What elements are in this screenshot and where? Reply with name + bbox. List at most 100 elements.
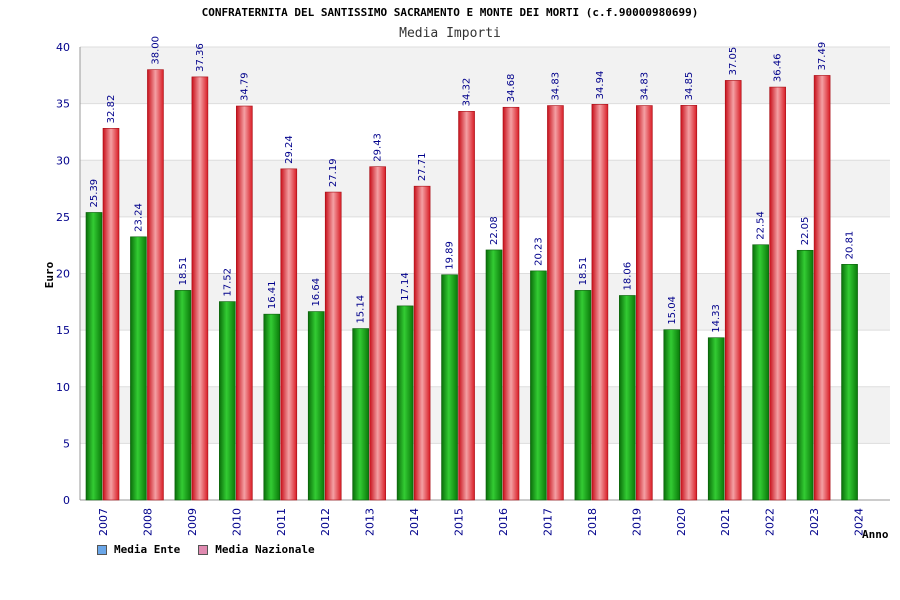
bar-media-ente [307,311,325,501]
data-label: 37.49 [817,42,828,71]
x-tick-label: 2018 [586,508,599,536]
x-tick-label: 2011 [275,508,288,536]
bar-media-nazionale [191,76,209,501]
data-label: 38.00 [150,36,161,65]
data-label: 34.85 [684,72,695,101]
data-label: 22.08 [489,216,500,245]
bar-media-nazionale [680,105,698,501]
bar-media-ente [841,264,858,501]
data-label: 32.82 [106,95,117,124]
x-tick-label: 2023 [808,508,821,536]
data-label: 34.68 [506,74,517,103]
data-label: 15.14 [356,295,367,324]
bar-media-ente [663,329,681,501]
data-label: 17.14 [400,272,411,301]
data-label: 37.36 [195,43,206,72]
bar-media-ente [530,270,547,501]
bar-media-nazionale [236,105,253,501]
x-tick-label: 2009 [186,508,199,536]
y-tick-label: 5 [63,437,70,450]
data-label: 34.32 [462,78,473,107]
legend-item-media-nazionale: Media Nazionale [198,543,315,556]
y-tick-label: 20 [56,268,70,281]
data-label: 20.23 [533,237,544,266]
data-label: 16.64 [311,278,322,307]
bar-media-ente [352,328,369,501]
data-label: 27.19 [328,158,339,187]
legend-swatch-media-nazionale [198,544,209,555]
y-tick-label: 0 [63,494,70,507]
data-label: 15.04 [667,296,678,325]
x-tick-label: 2015 [453,508,466,536]
data-label: 18.06 [622,262,633,291]
bar-media-ente [85,212,103,501]
y-axis-ticks: 0 5 10 15 20 25 30 35 40 [56,41,70,507]
bar-media-nazionale [769,86,786,501]
bar-media-nazionale [458,111,475,501]
y-axis-label: Euro [43,261,56,288]
bar-media-ente [174,290,192,501]
y-tick-label: 10 [56,381,70,394]
x-tick-label: 2019 [630,508,643,536]
legend-label-media-ente: Media Ente [114,543,181,556]
x-tick-label: 2021 [719,508,732,536]
x-tick-label: 2008 [141,508,154,536]
x-tick-label: 2020 [675,508,688,536]
chart-subtitle: Media Importi [399,26,501,41]
legend-label-media-nazionale: Media Nazionale [215,543,315,556]
x-tick-label: 2014 [408,508,421,536]
data-label: 18.51 [578,257,589,286]
bar-media-ente [130,236,147,501]
data-label: 27.71 [417,153,428,182]
bar-media-nazionale [147,69,164,501]
bar-media-nazionale [502,106,520,501]
data-label: 17.52 [222,268,233,297]
legend-swatch-media-ente [97,544,107,555]
data-label: 22.54 [756,211,767,240]
x-tick-label: 2012 [319,508,332,536]
x-axis-ticks: 2007 2008 2009 2010 2011 2012 2013 2014 2015 2016… [97,508,866,536]
data-label: 18.51 [178,257,189,286]
legend-item-media-ente: Media Ente [97,543,180,556]
y-tick-label: 25 [56,211,70,224]
data-label: 20.81 [845,231,856,260]
grid-band [80,160,890,217]
bar-media-ente [574,290,592,501]
x-tick-label: 2013 [364,508,377,536]
data-label: 19.89 [445,241,456,270]
x-axis-label: Anno [862,528,889,541]
data-label: 36.46 [773,53,784,82]
grid-band [80,47,890,104]
bar-media-nazionale [413,185,431,501]
x-tick-label: 2022 [764,508,777,536]
legend: Media Ente Media Nazionale [97,543,315,556]
data-label: 34.79 [239,72,250,101]
bar-media-ente [707,337,725,501]
data-label: 14.33 [711,304,722,333]
x-tick-label: 2007 [97,508,110,536]
data-label: 34.83 [639,72,650,101]
data-label: 34.83 [550,72,561,101]
data-label: 16.41 [267,281,278,310]
x-tick-label: 2016 [497,508,510,536]
data-label: 25.39 [89,179,100,208]
bar-media-nazionale [324,191,342,501]
x-tick-label: 2017 [541,508,554,536]
bar-media-ente [619,295,636,501]
bar-media-ente [263,313,281,501]
x-tick-label: 2024 [853,508,866,536]
bar-media-nazionale [369,166,386,501]
y-tick-label: 15 [56,324,70,337]
bar-media-ente [396,305,414,501]
bar-media-nazionale [547,105,564,501]
data-label: 34.94 [595,71,606,100]
bar-media-nazionale [102,128,120,501]
bar-media-ente [485,249,503,501]
data-label: 22.05 [800,217,811,246]
y-tick-label: 30 [56,154,70,167]
data-label: 37.05 [728,47,739,76]
data-label: 29.24 [284,135,295,164]
bars: 25.39 32.82 23.24 38.00 18.51 37.36 17.52 34.79… [85,36,858,501]
chart-title: CONFRATERNITA DEL SANTISSIMO SACRAMENTO … [202,6,699,19]
